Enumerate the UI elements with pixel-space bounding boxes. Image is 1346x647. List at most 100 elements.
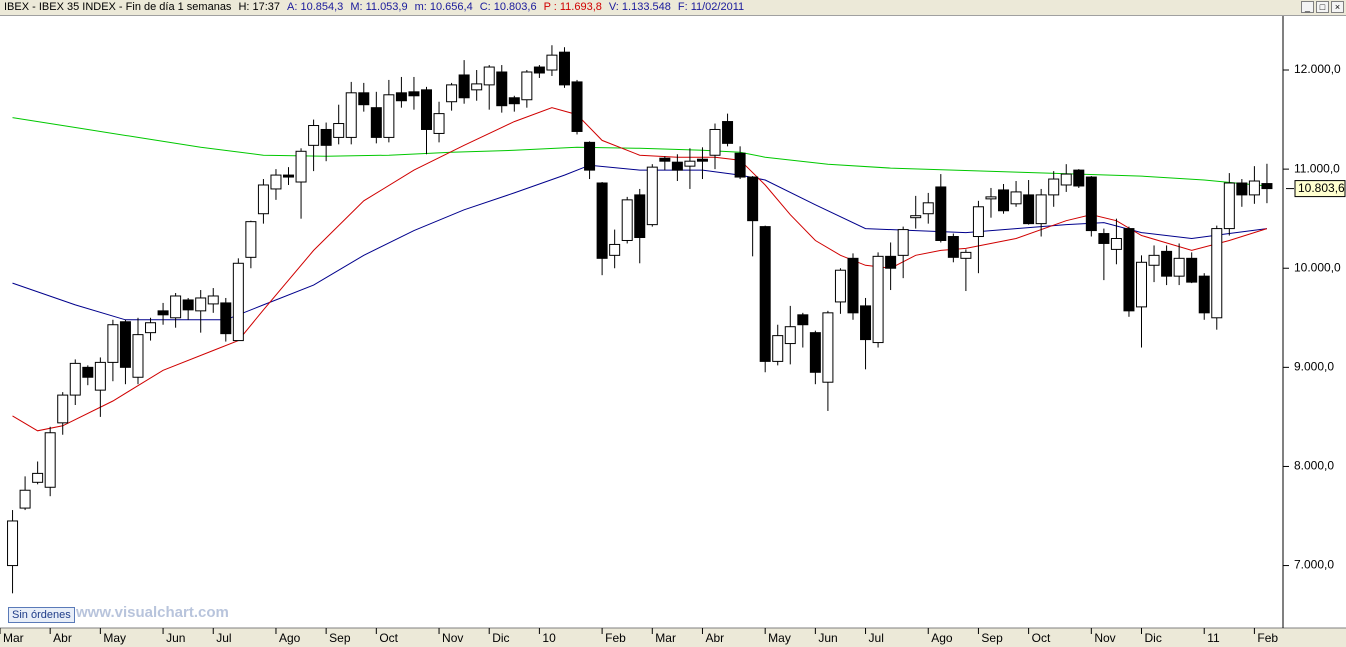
window-buttons: _ □ × [1301, 1, 1344, 13]
candle-body [496, 71, 508, 107]
candle-body [132, 334, 144, 378]
candle-body [809, 332, 821, 373]
candle-body [671, 161, 683, 171]
x-tick-label: Oct [1032, 631, 1051, 645]
maximize-button[interactable]: □ [1316, 1, 1329, 13]
candle-body [1198, 275, 1210, 314]
candle-body [408, 91, 420, 97]
candle-body [1098, 233, 1110, 244]
orders-button[interactable]: Sin órdenes [8, 607, 75, 623]
candle-body [119, 321, 131, 368]
candle-body [44, 432, 56, 488]
x-tick-label: 10 [542, 631, 556, 645]
candle-body [1010, 191, 1022, 205]
candle-body [772, 335, 784, 362]
x-tick-label: Jul [216, 631, 231, 645]
header-item: A: 10.854,3 [287, 1, 344, 13]
candle-body [220, 302, 232, 335]
moving-average-line [12, 107, 1268, 432]
candle-body [546, 54, 558, 71]
candle-body [922, 202, 934, 215]
candle-body [696, 158, 708, 162]
x-tick-label: Abr [705, 631, 724, 645]
candle-body [935, 186, 947, 241]
candle-body [145, 322, 157, 334]
candle-body [659, 157, 671, 162]
candle-body [584, 141, 596, 171]
candle-body [1123, 228, 1135, 312]
candle-body [910, 215, 922, 219]
candle-body [395, 92, 407, 102]
watermark: www.visualchart.com [76, 604, 229, 621]
candle-body [960, 251, 972, 259]
candle-body [1223, 182, 1235, 230]
candle-body [897, 229, 909, 256]
header-item: V: 1.133.548 [608, 1, 671, 13]
candle-body [558, 51, 570, 86]
candle-body [521, 71, 533, 101]
candle-body [1136, 261, 1148, 308]
candle-body [822, 312, 834, 383]
x-tick-label: Feb [605, 631, 626, 645]
header-item: m: 10.656,4 [414, 1, 473, 13]
candle-body [722, 121, 734, 144]
candle-body [157, 310, 169, 316]
x-tick-label: Feb [1257, 631, 1278, 645]
candle-body [1186, 257, 1198, 283]
x-tick-label: May [768, 631, 791, 645]
x-tick-label: Ago [279, 631, 301, 645]
candle-body [847, 257, 859, 314]
x-tick-label: Abr [53, 631, 72, 645]
candle-body [257, 184, 269, 215]
x-tick-label: Sep [981, 631, 1003, 645]
candle-body [1173, 257, 1185, 277]
candle-body [370, 107, 382, 138]
candle-body [270, 174, 282, 190]
minimize-button[interactable]: _ [1301, 1, 1314, 13]
candle-body [684, 160, 696, 167]
x-tick-label: Ago [931, 631, 953, 645]
candle-body [985, 196, 997, 200]
candle-body [207, 295, 219, 305]
y-tick-label: 9.000,0 [1294, 360, 1334, 374]
last-price-box [1294, 180, 1346, 198]
x-tick-label: Oct [379, 631, 398, 645]
candle-body [1211, 228, 1223, 319]
candle-body [107, 324, 119, 363]
header-item: H: 17:37 [238, 1, 281, 13]
x-tick-label: Jun [166, 631, 185, 645]
header-item: P : 11.693,8 [543, 1, 602, 13]
candle-body [358, 92, 370, 106]
candle-body [947, 236, 959, 258]
candle-body [1048, 178, 1060, 196]
candle-body [333, 123, 345, 138]
y-tick-label: 10.000,0 [1294, 260, 1341, 274]
header-item: C: 10.803,6 [479, 1, 537, 13]
last-price-label: 10.803,6 [1298, 181, 1345, 195]
candle-body [1085, 176, 1097, 232]
candle-body [734, 152, 746, 178]
candle-body [345, 92, 357, 138]
x-tick-label: Dic [1145, 631, 1162, 645]
candle-body [232, 262, 244, 342]
candle-body [69, 362, 81, 396]
candle-body [646, 166, 658, 226]
candle-body [383, 94, 395, 138]
y-tick-label: 11.000,0 [1294, 161, 1340, 175]
x-tick-label: May [103, 631, 126, 645]
candle-body [94, 361, 106, 391]
y-tick-label: 12.000,0 [1294, 62, 1341, 76]
moving-average-line [12, 164, 1267, 321]
candle-body [308, 125, 320, 146]
x-tick-label: 11 [1207, 631, 1220, 645]
header-item: M: 11.053,9 [350, 1, 408, 13]
candle-body [1161, 250, 1173, 277]
candle-body [508, 97, 520, 105]
candle-body [634, 194, 646, 239]
close-button[interactable]: × [1331, 1, 1344, 13]
candle-body [1023, 194, 1035, 225]
candle-body [834, 269, 846, 303]
candle-body [1073, 169, 1085, 187]
x-tick-label: Jun [818, 631, 837, 645]
